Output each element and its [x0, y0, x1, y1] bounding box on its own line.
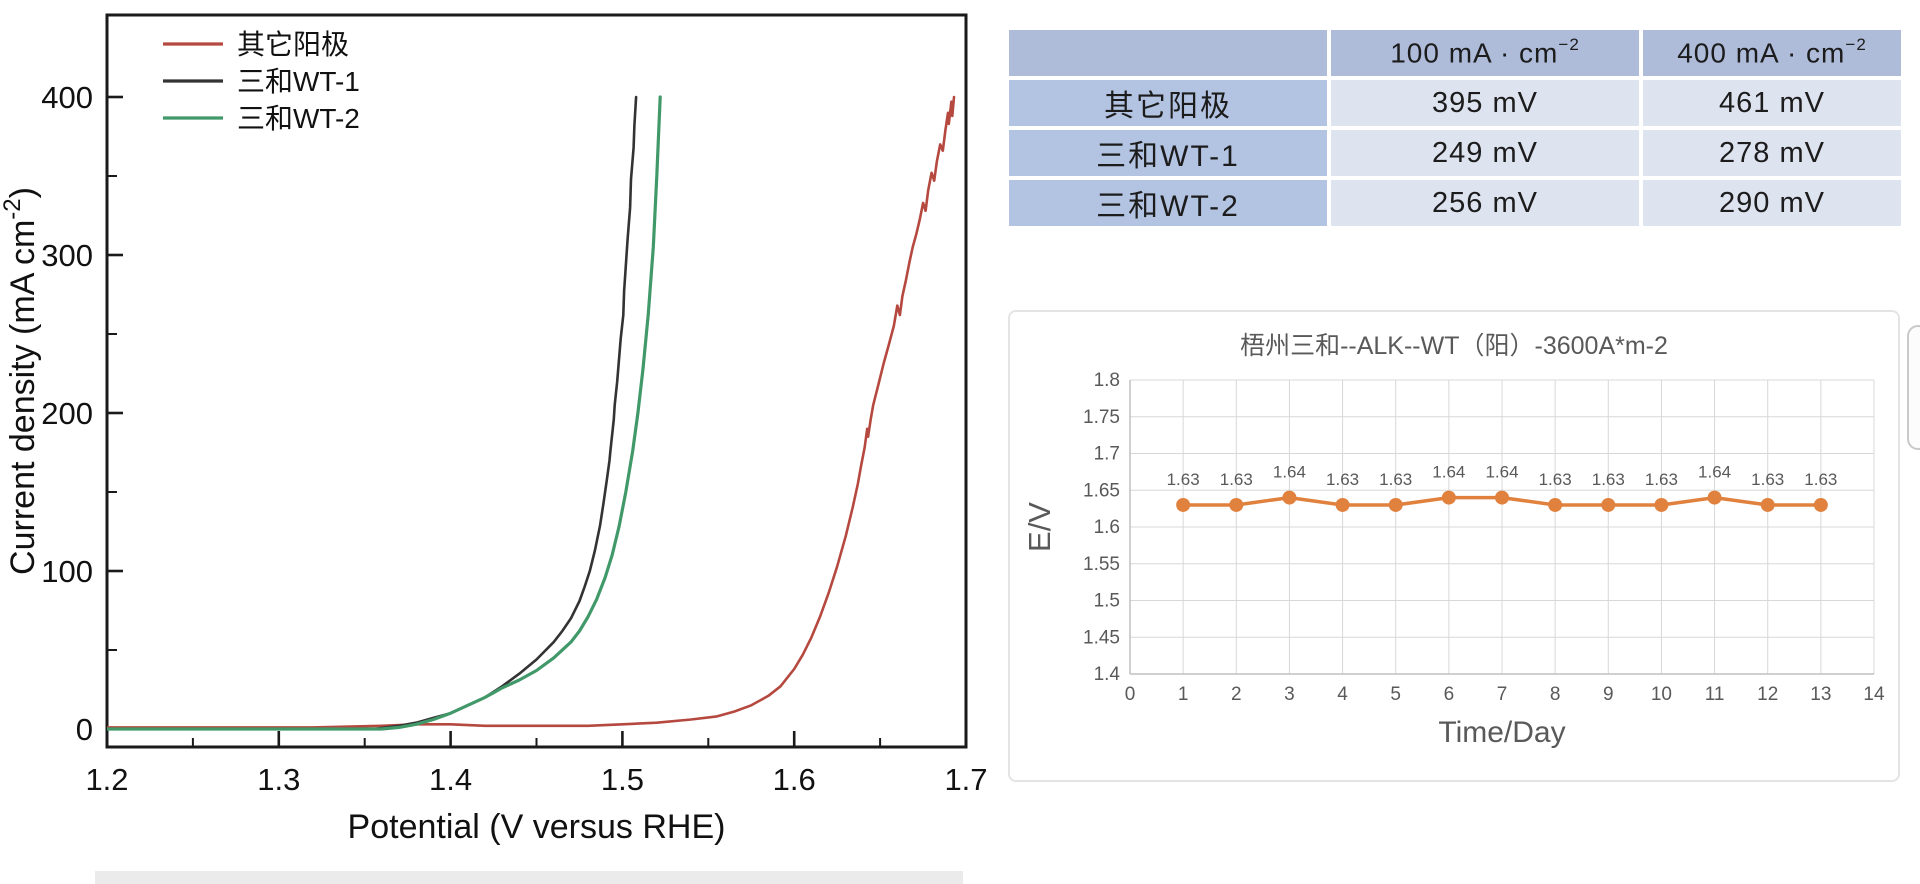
stability-data-label: 1.63: [1645, 470, 1678, 489]
stability-y-tick-label: 1.5: [1094, 591, 1120, 612]
table-header-400mA: 400 mA · cm−2: [1643, 30, 1901, 76]
lsv-plot-frame: [105, 13, 968, 749]
stability-data-label: 1.63: [1220, 470, 1253, 489]
table-row-label-other-anode: 其它阳极: [1009, 80, 1327, 126]
lsv-y-tick-label: 400: [41, 80, 93, 115]
table-header-100mA: 100 mA · cm−2: [1331, 30, 1639, 76]
stability-data-point: [1813, 497, 1828, 512]
stability-x-tick-label: 6: [1444, 684, 1455, 705]
stability-x-tick-label: 9: [1603, 684, 1614, 705]
overpotential-table: 100 mA · cm−2 400 mA · cm−2 其它阳极 395 mV …: [1005, 26, 1905, 230]
table-cell: 461 mV: [1643, 80, 1901, 126]
stability-data-point: [1441, 490, 1456, 505]
stability-y-tick-label: 1.4: [1094, 664, 1121, 685]
lsv-x-tick-label: 1.6: [773, 762, 816, 797]
stability-data-point: [1707, 490, 1722, 505]
stability-x-tick-label: 8: [1550, 684, 1561, 705]
stability-data-point: [1388, 497, 1403, 512]
table-row: 三和WT-1 249 mV 278 mV: [1009, 130, 1901, 176]
lsv-series-1: [107, 95, 638, 731]
stability-x-axis-title: Time/Day: [1438, 716, 1565, 749]
stability-data-point: [1495, 490, 1509, 505]
stability-data-label: 1.64: [1485, 463, 1518, 482]
stability-data-point: [1760, 497, 1775, 512]
stability-data-point: [1335, 497, 1350, 512]
legend-label: 三和WT-2: [237, 103, 360, 134]
table-cell: 256 mV: [1331, 180, 1639, 226]
table-header-row: 100 mA · cm−2 400 mA · cm−2: [1009, 30, 1901, 76]
table-cell: 290 mV: [1643, 180, 1901, 226]
stability-data-label: 1.63: [1751, 470, 1784, 489]
lsv-y-tick-label: 100: [41, 554, 93, 589]
table-row-label-wt2: 三和WT-2: [1009, 180, 1327, 226]
stability-y-tick-label: 1.7: [1094, 444, 1120, 465]
stability-chart-card: 1.4 1.45 1.5 1.55 1.6 1.65 1.7 1.75 1.8 0 1 2 3 4 5 6 7 8…: [1008, 310, 1900, 782]
stability-x-tick-label: 0: [1125, 684, 1136, 705]
stability-x-tick-label: 4: [1337, 684, 1348, 705]
stability-data-point: [1176, 497, 1191, 512]
stability-y-tick-label: 1.75: [1083, 407, 1120, 428]
lsv-y-tick-label: 300: [41, 238, 93, 273]
stability-data-label: 1.63: [1592, 470, 1625, 489]
table-cell: 278 mV: [1643, 130, 1901, 176]
stability-y-tick-label: 1.65: [1083, 480, 1120, 501]
stability-x-tick-label: 10: [1651, 684, 1672, 705]
stability-x-tick-label: 14: [1863, 684, 1885, 705]
lsv-series-group: [107, 95, 956, 731]
scrollbar-thumb[interactable]: [1907, 325, 1920, 450]
stability-data-label: 1.63: [1379, 470, 1412, 489]
table-cell: 249 mV: [1331, 130, 1639, 176]
stability-x-tick-label: 2: [1231, 684, 1242, 705]
stability-data-label: 1.64: [1432, 463, 1465, 482]
stability-y-tick-label: 1.8: [1094, 370, 1120, 391]
stability-x-tick-label: 1: [1178, 684, 1189, 705]
stability-data-label: 1.63: [1167, 470, 1200, 489]
lsv-chart: 1.2 1.3 1.4 1.5 1.6 1.7 0 100 200 300 400 Potential…: [0, 13, 988, 846]
stability-x-tick-label: 11: [1705, 684, 1725, 705]
stability-data-point: [1654, 497, 1669, 512]
stability-data-point: [1229, 497, 1244, 512]
lsv-x-tick-label: 1.3: [257, 762, 300, 797]
overpotential-table-panel: 100 mA · cm−2 400 mA · cm−2 其它阳极 395 mV …: [1005, 26, 1905, 230]
stability-y-tick-label: 1.6: [1094, 517, 1120, 538]
stability-chart-title: 梧州三和--ALK--WT（阳）-3600A*m-2: [1240, 332, 1668, 360]
stability-x-tick-label: 12: [1757, 684, 1778, 705]
legend-label: 其它阳极: [237, 29, 349, 60]
lsv-chart-panel: 1.2 1.3 1.4 1.5 1.6 1.7 0 100 200 300 400 Potential…: [0, 13, 988, 846]
lsv-y-axis-title: Current density (mA cm-2): [0, 187, 42, 575]
lsv-series-0: [107, 95, 956, 729]
lsv-y-tick-label: 200: [41, 396, 93, 431]
lsv-x-tick-label: 1.5: [601, 762, 644, 797]
stability-x-tick-label: 7: [1497, 684, 1508, 705]
lsv-x-tick-label: 1.7: [944, 762, 987, 797]
lsv-x-tick-label: 1.2: [85, 762, 128, 797]
stability-data-point: [1601, 497, 1616, 512]
stability-chart: 1.41.451.51.551.61.651.71.751.80 1 2 3 4 5 6 7 8…: [1022, 332, 1885, 749]
stability-data-label: 1.63: [1804, 470, 1837, 489]
lsv-x-tick-label: 1.4: [429, 762, 472, 797]
lsv-y-tick-label: 0: [76, 712, 93, 747]
table-cell: 395 mV: [1331, 80, 1639, 126]
stability-x-tick-label: 5: [1390, 684, 1401, 705]
stability-data-label: 1.63: [1539, 470, 1572, 489]
table-row-label-wt1: 三和WT-1: [1009, 130, 1327, 176]
stability-data-label: 1.63: [1326, 470, 1359, 489]
stability-x-tick-label: 13: [1810, 684, 1831, 705]
stability-y-axis-title: E/V: [1022, 502, 1057, 552]
stability-data-label: 1.64: [1273, 463, 1306, 482]
stability-y-tick-label: 1.45: [1083, 627, 1120, 648]
table-row: 三和WT-2 256 mV 290 mV: [1009, 180, 1901, 226]
lsv-series-2: [107, 95, 662, 731]
table-row: 其它阳极 395 mV 461 mV: [1009, 80, 1901, 126]
stability-x-tick-label: 3: [1284, 684, 1295, 705]
table-corner-cell: [1009, 30, 1327, 76]
stability-y-tick-label: 1.55: [1083, 554, 1120, 575]
stability-data-label: 1.64: [1698, 463, 1731, 482]
stability-data-point: [1548, 497, 1563, 512]
lsv-x-axis-title: Potential (V versus RHE): [348, 808, 726, 846]
legend-label: 三和WT-1: [237, 66, 360, 97]
stability-data-point: [1282, 490, 1297, 505]
image-bottom-edge: [95, 871, 963, 884]
